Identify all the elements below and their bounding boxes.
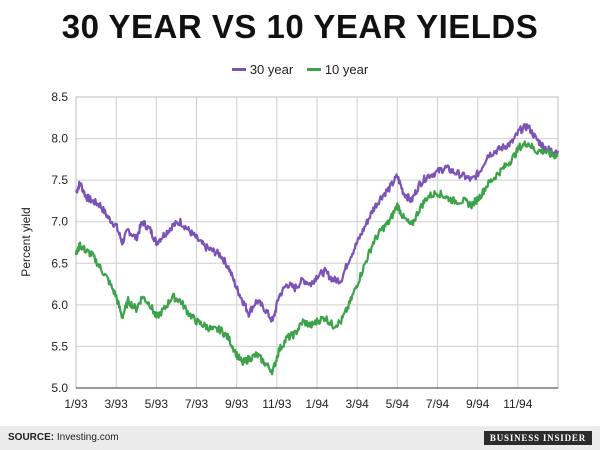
y-tick-label: 5.0 [51,381,68,395]
y-tick-label: 6.0 [51,298,68,312]
x-tick-label: 9/94 [466,397,490,411]
x-tick-label: 11/93 [262,397,291,411]
x-tick-label: 3/94 [345,397,369,411]
x-tick-label: 3/93 [104,397,128,411]
y-tick-label: 6.5 [51,256,68,270]
x-tick-label: 5/94 [386,397,410,411]
legend-label-10-year: 10 year [324,62,369,77]
publisher-logo: BUSINESS INSIDER [483,431,592,445]
legend-swatch-10-year [306,68,321,72]
chart-legend: 30 year 10 year [0,62,600,77]
chart-title: 30 YEAR VS 10 YEAR YIELDS [61,8,539,45]
line-chart: 5.0 5.5 6.0 6.5 7.0 7.5 8.0 8.5 1/93 3/93 5/93 7/93… [19,90,560,411]
axes: 5.0 5.5 6.0 6.5 7.0 7.5 8.0 8.5 1/93 3/93 5/93 7/93… [51,90,558,411]
x-tick-label: 1/93 [64,397,88,411]
y-tick-label: 7.0 [51,215,68,229]
x-tick-label: 1/94 [305,397,329,411]
x-tick-label: 5/93 [145,397,169,411]
source-prefix: SOURCE: [8,432,55,443]
source-note: SOURCE: Investing.com [8,432,119,443]
series-line-30-year [74,123,560,323]
y-tick-label: 7.5 [51,173,68,187]
y-tick-label: 8.5 [51,90,68,104]
source-text: Investing.com [54,432,119,443]
legend-item-10-year: 10 year [306,62,369,77]
grid-lines [75,96,559,389]
y-tick-label: 5.5 [51,339,68,353]
footer-bar: SOURCE: Investing.com BUSINESS INSIDER [0,426,600,450]
legend-label-30-year: 30 year [249,62,294,77]
x-tick-label: 7/93 [185,397,209,411]
x-tick-label: 9/93 [225,397,249,411]
legend-item-30-year: 30 year [231,62,294,77]
legend-swatch-30-year [231,68,246,72]
y-tick-label: 8.0 [51,132,68,146]
series-line-10-year [74,140,559,376]
x-tick-label: 7/94 [426,397,450,411]
series-lines [74,123,560,376]
x-tick-label: 11/94 [503,397,532,411]
y-axis-title: Percent yield [19,207,33,276]
